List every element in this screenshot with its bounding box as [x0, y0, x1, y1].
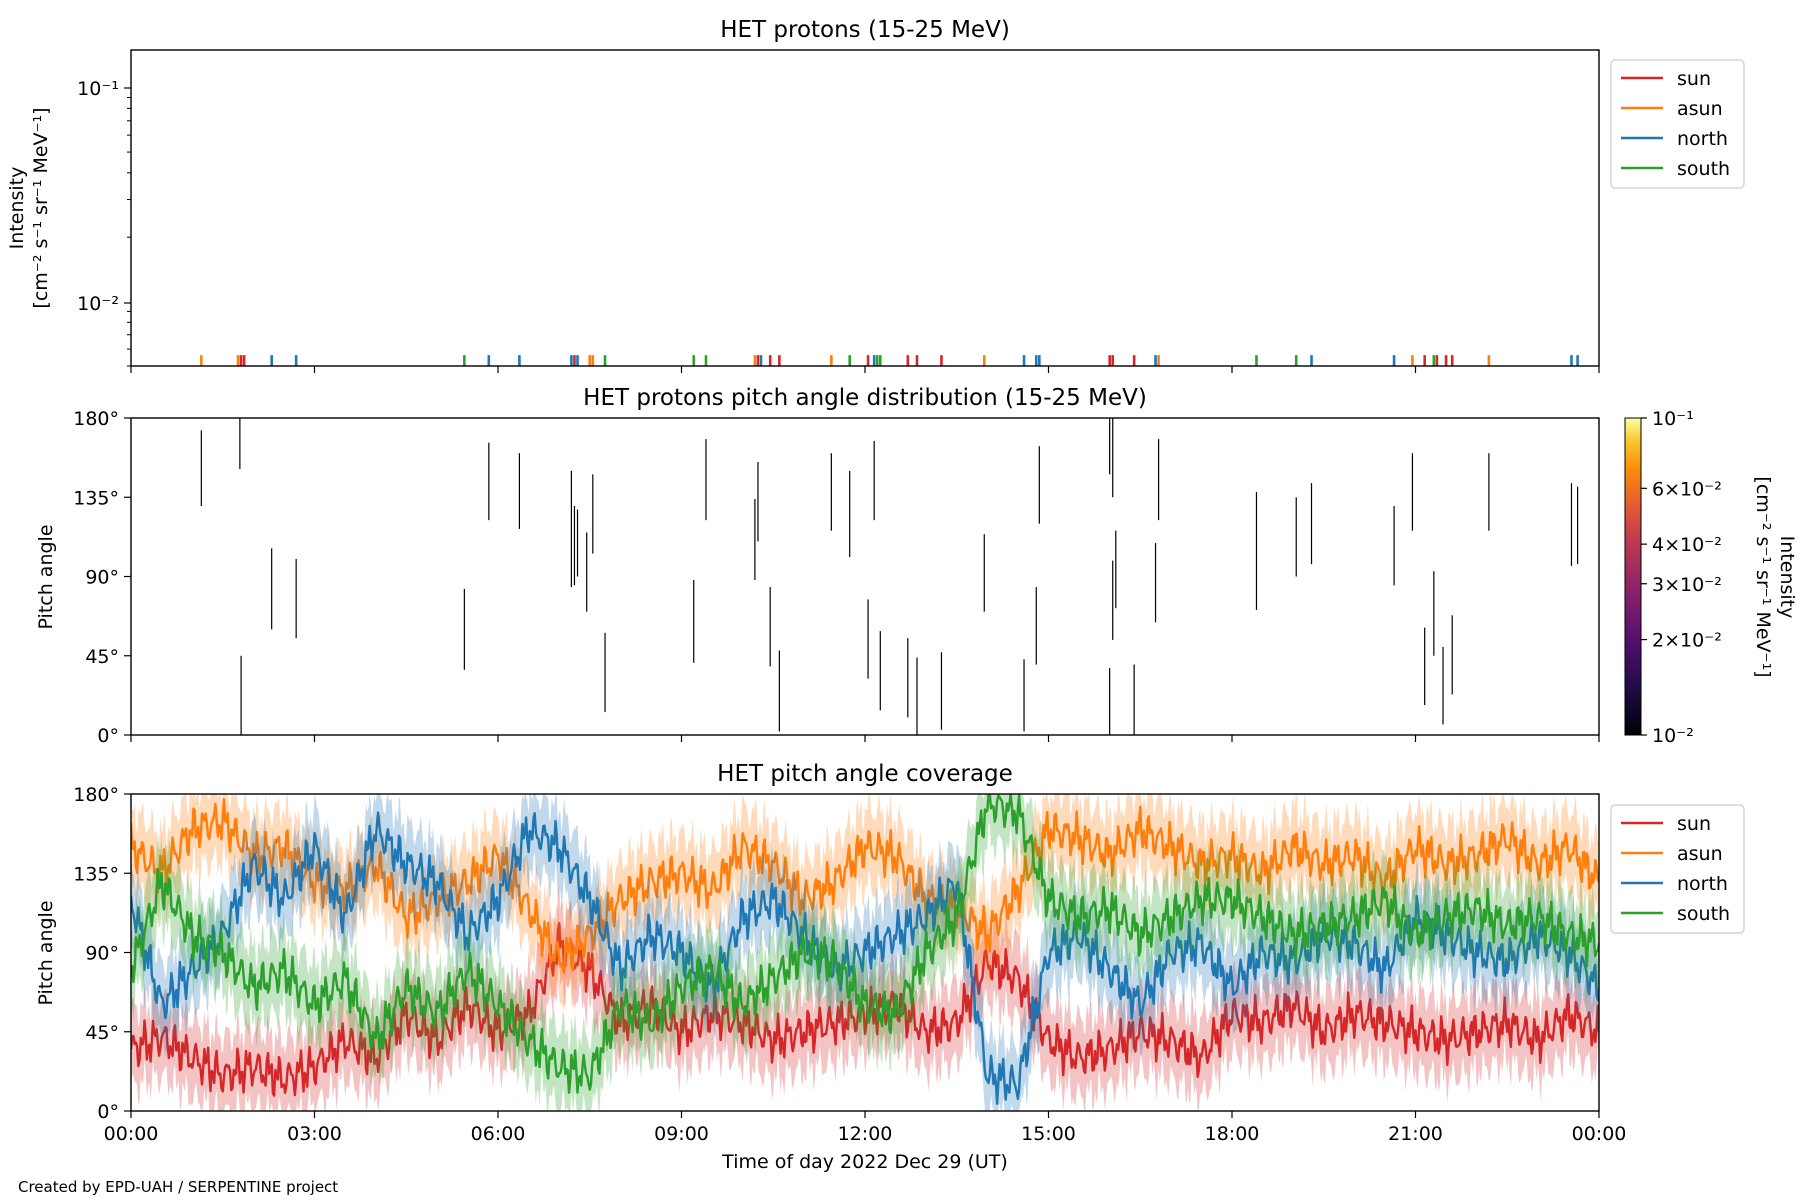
- panel3-ytick-label: 90°: [85, 943, 119, 965]
- panel3-ytick-label: 135°: [73, 863, 119, 885]
- colorbar-tick-label: 4×10⁻²: [1652, 534, 1722, 556]
- panel3-ytick-label: 180°: [73, 784, 119, 806]
- panel1-x-ticks: [130, 366, 1600, 373]
- panel2-ylabel: Pitch angle: [35, 524, 57, 629]
- panel3-legend-box: [1610, 804, 1745, 934]
- colorbar-tick-label: 10⁻¹: [1652, 408, 1694, 430]
- panel3-legend: sun asun north south: [1610, 804, 1745, 934]
- panel-pitch-angle-distribution: HET protons pitch angle distribution (15…: [35, 385, 1798, 747]
- panel2-y-ticks: 0° 45° 90° 135° 180°: [73, 408, 131, 747]
- panel2-ytick-label: 135°: [73, 487, 119, 509]
- panel3-xtick-label: 18:00: [1205, 1123, 1260, 1145]
- panel3-ylabel: Pitch angle: [35, 900, 57, 1005]
- panel2-ytick-label: 45°: [85, 646, 119, 668]
- panel2-pad-segments: [200, 418, 1579, 735]
- panel3-ytick-label: 0°: [97, 1101, 119, 1123]
- panel2-title: HET protons pitch angle distribution (15…: [583, 385, 1147, 411]
- panel3-ytick-label: 45°: [85, 1022, 119, 1044]
- panel3-legend-label-sun: sun: [1677, 813, 1711, 835]
- panel3-xtick-label: 15:00: [1021, 1123, 1076, 1145]
- panel3-xtick-label: 21:00: [1388, 1123, 1443, 1145]
- credit-footer: Created by EPD-UAH / SERPENTINE project: [18, 1178, 338, 1196]
- panel-intensity: HET protons (15-25 MeV) 10⁻¹ 10⁻² Intens…: [6, 17, 1745, 373]
- colorbar-tick-label: 3×10⁻²: [1652, 574, 1722, 596]
- coverage-line-asun: [131, 798, 1599, 975]
- panel3-legend-label-asun: asun: [1677, 843, 1723, 865]
- coverage-band-north: [131, 794, 1599, 1111]
- colorbar-tick-label: 6×10⁻²: [1652, 478, 1722, 500]
- colorbar-label-line1: Intensity: [1776, 536, 1798, 619]
- panel3-x-ticks: 00:00 03:00 06:00 09:00 12:00 15:00 18:00 21:00…: [104, 1111, 1627, 1145]
- panel3-xtick-label: 06:00: [471, 1123, 526, 1145]
- panel3-series: [131, 794, 1599, 1111]
- coverage-band-south: [131, 794, 1599, 1111]
- panel3-axes-frame: [130, 793, 1600, 1112]
- panel1-event-marks: [200, 355, 1579, 366]
- panel3-xtick-label: 00:00: [1572, 1123, 1627, 1145]
- panel3-xlabel: Time of day 2022 Dec 29 (UT): [721, 1151, 1008, 1173]
- panel2-ytick-label: 180°: [73, 408, 119, 430]
- panel3-xtick-label: 12:00: [838, 1123, 893, 1145]
- panel1-legend: sun asun north south: [1610, 59, 1745, 189]
- panel1-ytick-label-1e-2: 10⁻²: [77, 293, 119, 315]
- panel3-xtick-label: 03:00: [287, 1123, 342, 1145]
- panel3-xtick-label: 00:00: [104, 1123, 159, 1145]
- colorbar-label-line2: [cm⁻² s⁻¹ sr⁻¹ MeV⁻¹]: [1752, 476, 1774, 677]
- panel-pitch-angle-coverage: HET pitch angle coverage 0° 45° 90° 135° 180…: [35, 761, 1745, 1173]
- panel1-ylabel-line2: [cm⁻² s⁻¹ sr⁻¹ MeV⁻¹]: [30, 107, 52, 308]
- panel3-y-ticks: 0° 45° 90° 135° 180°: [73, 784, 131, 1123]
- panel1-legend-label-asun: asun: [1677, 98, 1723, 120]
- panel3-title: HET pitch angle coverage: [717, 761, 1013, 787]
- panel3-xtick-label: 09:00: [654, 1123, 709, 1145]
- colorbar: 10⁻¹ 6×10⁻² 4×10⁻² 3×10⁻² 2×10⁻² 10⁻² Intensi…: [1624, 408, 1798, 747]
- panel2-ytick-label: 0°: [97, 725, 119, 747]
- panel1-ylabel-line1: Intensity: [6, 167, 28, 250]
- colorbar-gradient: [1624, 417, 1642, 736]
- panel1-legend-box: [1610, 59, 1745, 189]
- colorbar-tick-label: 2×10⁻²: [1652, 630, 1722, 652]
- panel2-x-ticks: [130, 735, 1600, 742]
- colorbar-ticks: 10⁻¹ 6×10⁻² 4×10⁻² 3×10⁻² 2×10⁻² 10⁻²: [1641, 408, 1722, 747]
- colorbar-tick-label: 10⁻²: [1652, 725, 1694, 747]
- panel2-axes-frame: [130, 417, 1600, 736]
- coverage-line-south: [131, 794, 1599, 1094]
- panel1-legend-label-sun: sun: [1677, 68, 1711, 90]
- coverage-line-north: [131, 811, 1599, 1105]
- panel1-ytick-label-1e-1: 10⁻¹: [77, 78, 119, 100]
- panel1-legend-label-north: north: [1677, 128, 1728, 150]
- panel1-axes-frame: [130, 49, 1600, 367]
- panel3-legend-label-south: south: [1677, 903, 1730, 925]
- panel1-legend-label-south: south: [1677, 158, 1730, 180]
- coverage-line-sun: [131, 922, 1599, 1097]
- panel1-title: HET protons (15-25 MeV): [720, 17, 1010, 43]
- panel2-ytick-label: 90°: [85, 567, 119, 589]
- panel3-legend-label-north: north: [1677, 873, 1728, 895]
